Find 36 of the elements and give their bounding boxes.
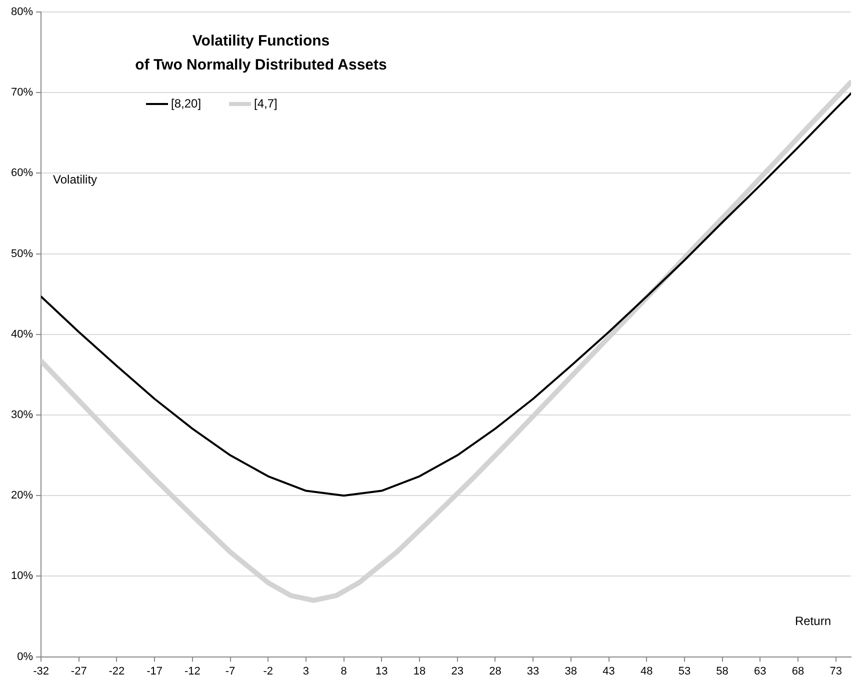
legend-label: [4,7] [254, 96, 278, 110]
y-tick-label: 50% [10, 248, 34, 260]
x-tick-label: -32 [33, 665, 49, 678]
y-tick-label: 30% [10, 409, 34, 422]
x-tick-label: -7 [225, 665, 236, 678]
x-tick-label: -27 [70, 665, 87, 678]
y-tick-label: 0% [17, 650, 34, 663]
x-tick-label: 43 [602, 665, 615, 678]
x-tick-label: 73 [830, 665, 842, 678]
y-tick-label: 70% [10, 86, 34, 99]
x-tick-label: -22 [108, 665, 125, 678]
x-tick-label: -2 [263, 665, 274, 678]
legend-label: [8,20] [171, 96, 202, 110]
x-tick-label: 33 [526, 665, 540, 678]
y-tick-label: 10% [10, 570, 34, 582]
x-tick-label: 48 [640, 665, 653, 678]
y-tick-label: 40% [10, 328, 34, 340]
y-tick-label: 60% [10, 167, 34, 180]
x-tick-label: 58 [716, 665, 728, 678]
x-tick-label: 18 [413, 665, 426, 678]
x-tick-label: 28 [489, 665, 502, 678]
x-tick-label: 8 [340, 665, 347, 678]
x-tick-label: -17 [146, 665, 163, 678]
x-tick-label: 3 [302, 665, 310, 678]
y-axis-title: Volatility [53, 172, 98, 186]
x-tick-label: 68 [792, 665, 804, 678]
x-tick-label: 23 [451, 665, 464, 678]
x-tick-label: 38 [564, 665, 578, 678]
x-tick-label: 63 [754, 665, 766, 678]
x-tick-label: -12 [184, 665, 200, 678]
y-tick-label: 20% [10, 490, 34, 502]
x-tick-label: 13 [376, 665, 388, 678]
y-tick-label: 80% [10, 6, 34, 18]
x-axis-title: Return [794, 614, 831, 628]
text: Volatility Functions of Two Normally Distributed Assets [135, 32, 387, 74]
x-tick-label: 53 [678, 665, 691, 678]
